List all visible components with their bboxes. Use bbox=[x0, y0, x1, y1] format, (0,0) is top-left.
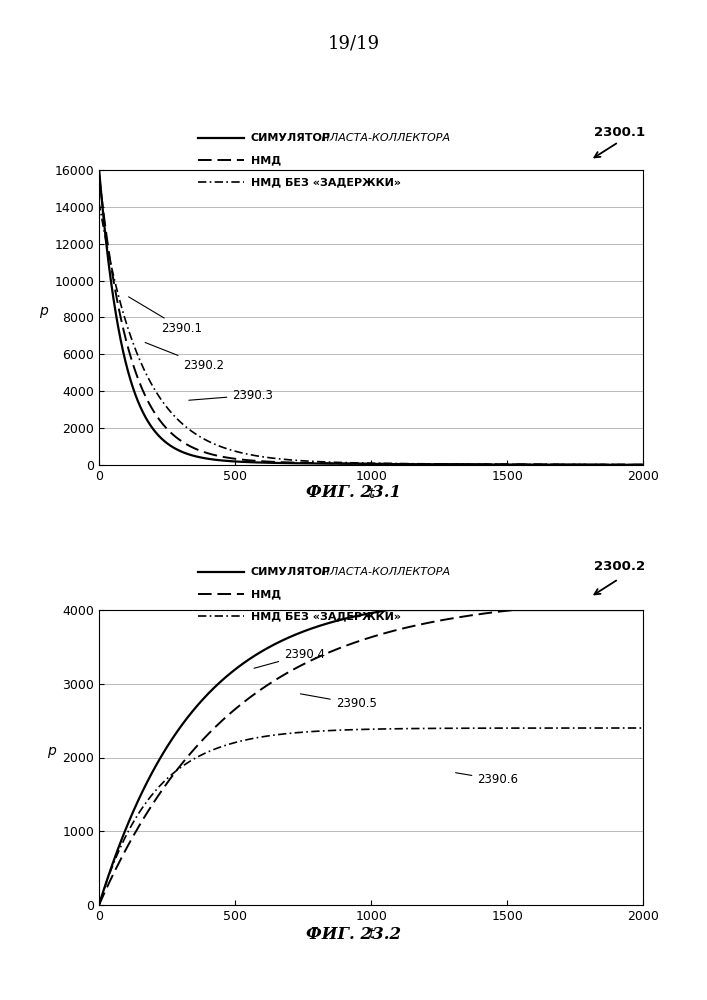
Text: 2390.4: 2390.4 bbox=[254, 648, 325, 668]
Text: СИМУЛЯТОР: СИМУЛЯТОР bbox=[251, 567, 331, 577]
Text: НМД: НМД bbox=[251, 155, 281, 165]
X-axis label: t: t bbox=[368, 927, 374, 941]
Text: НМД: НМД bbox=[251, 589, 281, 599]
Text: 2300.2: 2300.2 bbox=[594, 560, 645, 574]
X-axis label: t: t bbox=[368, 487, 374, 501]
Text: 2390.3: 2390.3 bbox=[189, 389, 273, 402]
Text: 2390.2: 2390.2 bbox=[145, 342, 224, 372]
Text: 2300.1: 2300.1 bbox=[594, 126, 645, 139]
Text: СИМУЛЯТОР: СИМУЛЯТОР bbox=[251, 133, 331, 143]
Text: НМД БЕЗ «ЗАДЕРЖКИ»: НМД БЕЗ «ЗАДЕРЖКИ» bbox=[251, 611, 401, 621]
Text: 19/19: 19/19 bbox=[327, 35, 380, 53]
Text: НМД БЕЗ «ЗАДЕРЖКИ»: НМД БЕЗ «ЗАДЕРЖКИ» bbox=[251, 177, 401, 187]
Y-axis label: р: р bbox=[39, 304, 47, 318]
Y-axis label: р: р bbox=[47, 744, 56, 758]
Text: ФИГ. 23.2: ФИГ. 23.2 bbox=[306, 926, 401, 943]
Text: ФИГ. 23.1: ФИГ. 23.1 bbox=[306, 484, 401, 501]
Text: 2390.5: 2390.5 bbox=[300, 694, 377, 710]
Text: ПЛАСТА-КОЛЛЕКТОРА: ПЛАСТА-КОЛЛЕКТОРА bbox=[318, 133, 450, 143]
Text: ПЛАСТА-КОЛЛЕКТОРА: ПЛАСТА-КОЛЛЕКТОРА bbox=[318, 567, 450, 577]
Text: 2390.6: 2390.6 bbox=[455, 773, 518, 786]
Text: 2390.1: 2390.1 bbox=[129, 297, 203, 335]
